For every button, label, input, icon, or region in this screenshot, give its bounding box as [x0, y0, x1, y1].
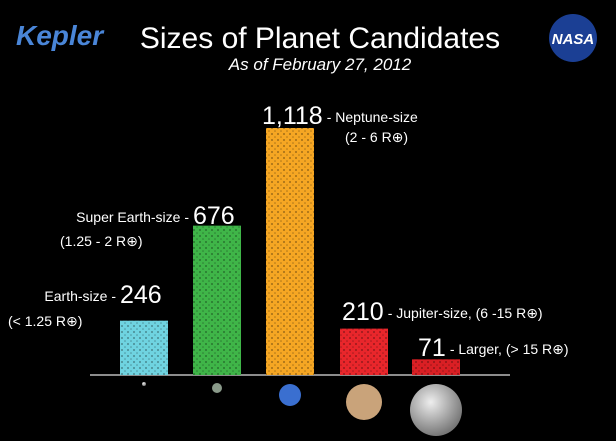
bar-texture [266, 128, 314, 375]
value-label: 246 [120, 281, 162, 309]
category-label: Earth-size - [44, 288, 116, 304]
bar-texture [193, 225, 241, 375]
nasa-logo: NASA [552, 31, 595, 48]
chart-subtitle: As of February 27, 2012 [228, 55, 412, 74]
bar-texture [120, 320, 168, 375]
value-label: 676 [193, 202, 235, 230]
value-label: 71 [418, 334, 446, 362]
category-note: (2 - 6 R⊕) [345, 129, 408, 145]
planet-icon [212, 383, 222, 393]
category-label: - Larger, (> 15 R⊕) [450, 341, 569, 357]
planet-icon [410, 384, 462, 436]
category-note: (< 1.25 R⊕) [8, 313, 82, 329]
nasa-logo-disc [549, 14, 597, 62]
bar-texture [412, 359, 460, 375]
planet-icon [346, 384, 382, 420]
kepler-logo: Kepler [16, 20, 105, 51]
category-label: - Neptune-size [327, 109, 418, 125]
category-label: Super Earth-size - [76, 209, 189, 225]
planet-icon [279, 384, 301, 406]
bar-texture [340, 328, 388, 375]
value-label: 210 [342, 298, 384, 326]
category-note: (1.25 - 2 R⊕) [60, 233, 143, 249]
value-label: 1,118 [262, 102, 323, 130]
planet-icon [142, 382, 146, 386]
category-label: - Jupiter-size, (6 -15 R⊕) [388, 305, 543, 321]
chart-title: Sizes of Planet Candidates [140, 22, 500, 55]
